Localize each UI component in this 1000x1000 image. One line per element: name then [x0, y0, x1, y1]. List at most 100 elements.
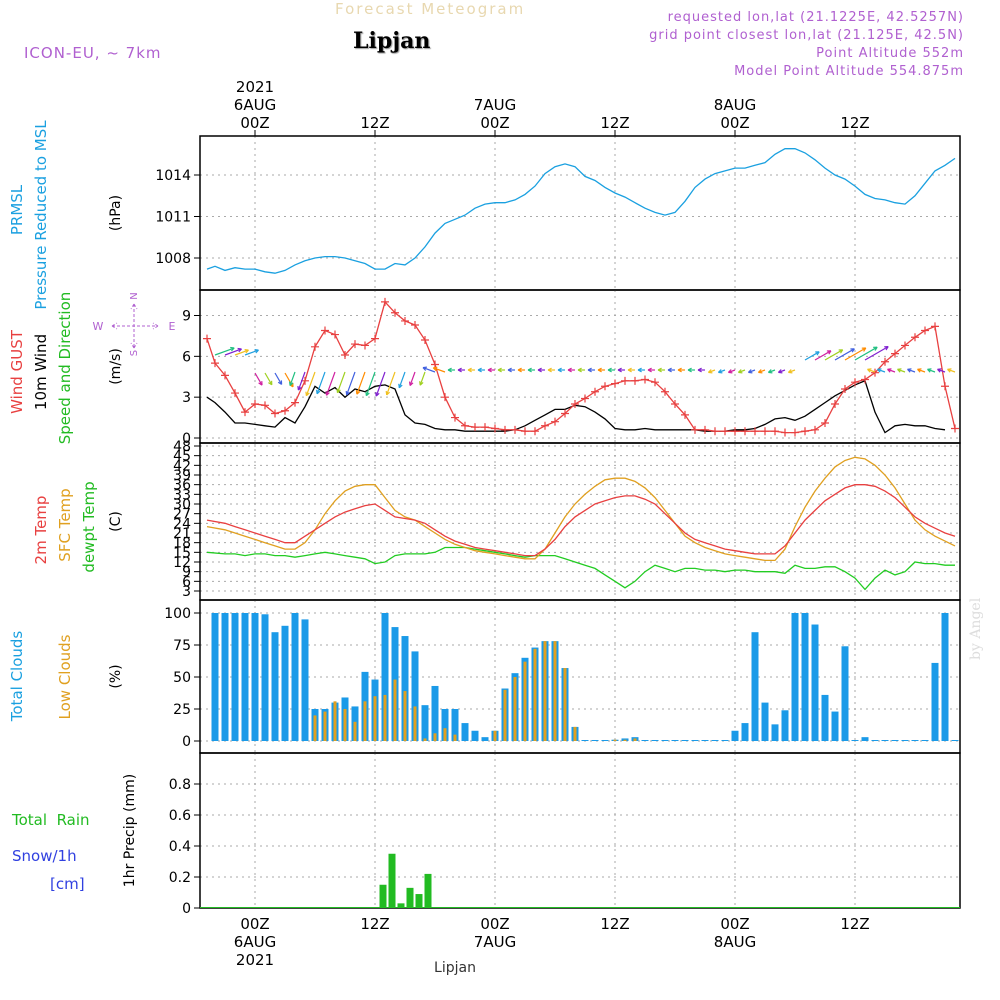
precip-bars [200, 853, 960, 908]
gust-marker [321, 326, 329, 335]
low-cloud-bar [433, 733, 437, 741]
model-point-altitude: Model Point Altitude 554.875m [734, 64, 964, 79]
gust-marker [741, 427, 749, 436]
y-tick-label: 21 [173, 526, 191, 542]
wind-arrow [433, 367, 446, 373]
low-cloud-bar [313, 715, 317, 741]
low-cloud-bar [613, 739, 617, 741]
gust-marker [711, 427, 719, 436]
wind-arrow-head [617, 367, 622, 373]
bottom-tick-label: 00Z [240, 915, 269, 933]
panel-side-label: 10m Wind [32, 334, 50, 410]
low-cloud-bar [393, 679, 397, 741]
total-cloud-bar [711, 740, 719, 741]
rain-bar [379, 884, 387, 908]
top-tick-label: 6AUG [234, 96, 276, 114]
pressure-line [206, 148, 956, 274]
gust-marker [861, 375, 869, 384]
wind-arrow [386, 371, 396, 396]
wind-arrow [356, 371, 366, 395]
temperature-line [206, 546, 955, 591]
gust-marker [251, 399, 259, 408]
total-cloud-bar [911, 740, 919, 741]
total-cloud-bar [831, 711, 839, 741]
low-cloud-bar [563, 668, 567, 741]
total-cloud-bar [221, 613, 229, 741]
gust-marker [231, 389, 239, 398]
gust-marker [881, 357, 889, 366]
wind-arrow-head [577, 367, 582, 373]
pressure-series-0 [206, 148, 956, 274]
wind-arrow-head [497, 367, 502, 373]
rain-bar [397, 903, 405, 908]
gust-marker [751, 427, 759, 436]
total-cloud-bar [751, 632, 759, 741]
grid-point-coords: grid point closest lon,lat (21.125E, 42.… [649, 28, 964, 43]
wind-arrow-head [637, 367, 642, 373]
total-cloud-bar [801, 613, 809, 741]
bottom-location-label: Lipjan [434, 960, 476, 976]
top-tick-label: 12Z [840, 114, 869, 132]
wind-arrow [297, 371, 306, 391]
temperature-line [206, 484, 956, 557]
low-cloud-bar [623, 739, 627, 741]
gust-marker [921, 326, 929, 335]
wind-arrow-head [747, 369, 753, 374]
temperature-line [206, 456, 956, 562]
gust-marker [791, 428, 799, 437]
y-tick-label: 30 [173, 497, 191, 513]
snow-unit-label: [cm] [50, 875, 85, 893]
gust-marker [241, 408, 249, 417]
total-cloud-bar [411, 651, 419, 741]
panel-frame [199, 442, 961, 601]
wind-arrow [316, 371, 326, 395]
total-cloud-bar [781, 710, 789, 741]
panel-side-label: Speed and Direction [56, 292, 74, 445]
wind-arrow [824, 349, 843, 361]
gust-marker [271, 409, 279, 418]
gust-marker [811, 425, 819, 434]
y-axis-label: (C) [108, 511, 124, 532]
bottom-tick-label: 2021 [236, 951, 274, 969]
top-tick-label: 00Z [480, 114, 509, 132]
total-cloud-bar [421, 705, 429, 741]
y-tick-label: 25 [173, 702, 191, 718]
wind-arrow-head [717, 369, 723, 374]
gust-marker [841, 385, 849, 393]
low-cloud-bar [543, 641, 547, 741]
top-tick-label: 12Z [360, 114, 389, 132]
gust-marker [731, 427, 739, 436]
temperature-series-2 [206, 546, 955, 591]
wind-arrow-head [557, 367, 562, 373]
y-tick-label: 6 [182, 349, 191, 365]
wind-arrow-head [447, 367, 452, 373]
y-tick-label: 12 [173, 555, 191, 571]
gust-marker [701, 425, 709, 434]
low-cloud-bar [403, 691, 407, 741]
wind-arrow-head [277, 380, 283, 385]
gust-marker [851, 378, 859, 387]
wind-arrow-head [422, 366, 427, 371]
gust-marker [481, 423, 489, 432]
forecast-title: Forecast Meteogram [335, 0, 526, 18]
gust-marker [203, 334, 211, 343]
pressure-panel: 1008 1011 1014 (hPa) [108, 135, 961, 291]
y-tick-label: 3 [182, 584, 191, 600]
total-cloud-bar [721, 740, 729, 741]
temperature-series-0 [206, 484, 956, 557]
total-cloud-bar [761, 702, 769, 741]
y-tick-label: 15 [173, 545, 191, 561]
wind-arrow [305, 371, 316, 396]
wind-arrow-head [907, 368, 912, 373]
y-tick-label: 1014 [155, 168, 191, 184]
gust-marker [221, 371, 229, 380]
wind-arrow-head [867, 368, 872, 373]
low-cloud-bar [423, 738, 427, 741]
wind-arrow-head [861, 347, 867, 352]
wind-series-0 [203, 297, 959, 437]
gust-marker [631, 376, 639, 385]
y-tick-label: 9 [182, 309, 191, 325]
total-cloud-bar [441, 709, 449, 741]
